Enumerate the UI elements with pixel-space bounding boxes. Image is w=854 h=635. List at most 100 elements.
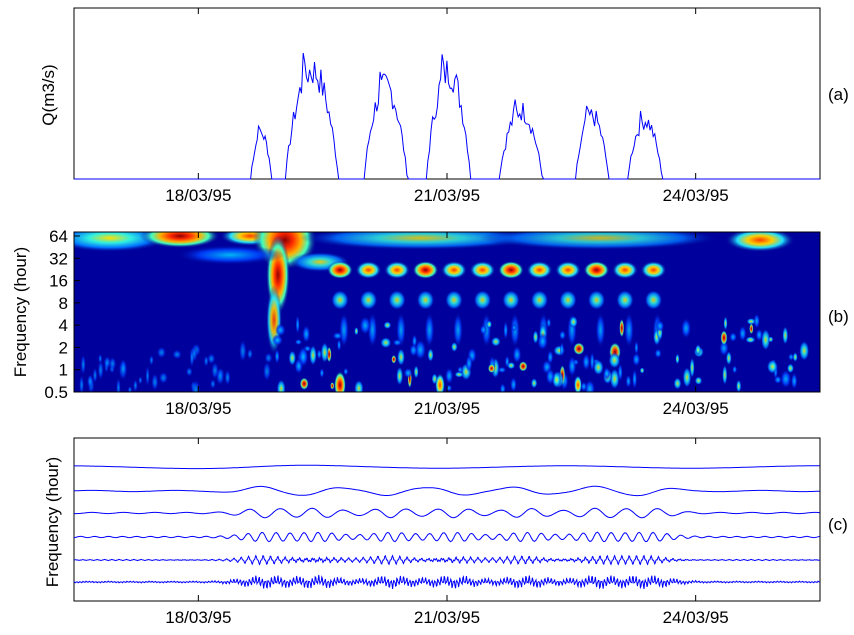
heatmap-cell (749, 323, 754, 335)
component-line (73, 554, 820, 566)
heatmap-cell (609, 368, 620, 390)
ytick-label: 0.5 (44, 383, 68, 402)
heatmap-cell (723, 316, 728, 331)
heatmap-cell (299, 377, 309, 391)
wavelet-heatmap (74, 232, 820, 392)
heatmap-cell (753, 313, 761, 329)
heatmap-cell (555, 261, 581, 279)
heatmap-cell (582, 353, 591, 371)
heatmap-cell (288, 350, 297, 366)
heatmap-cell (694, 376, 703, 385)
heatmap-cell (172, 349, 182, 360)
heatmap-cell (319, 367, 325, 379)
heatmap-cell (799, 340, 810, 361)
xtick-label: 21/03/95 (414, 186, 480, 205)
heatmap-cell (275, 323, 286, 337)
heatmap-cell (359, 315, 372, 336)
heatmap-cell (86, 373, 94, 389)
heatmap-cell (479, 324, 488, 336)
heatmap-cell (788, 353, 795, 361)
xtick-label: 18/03/95 (165, 186, 231, 205)
heatmap-cell (518, 361, 528, 372)
heatmap-cell (145, 365, 150, 387)
heatmap-cell (295, 314, 300, 335)
heatmap-cell (545, 367, 555, 386)
heatmap-cell (673, 377, 682, 390)
heatmap-cell (320, 342, 329, 363)
heatmap-cell (331, 290, 349, 310)
heatmap-cell (499, 383, 506, 392)
heatmap-cell (302, 324, 311, 344)
heatmap-cell (413, 365, 419, 379)
heatmap-cell (238, 339, 247, 363)
heatmap-cell (682, 366, 692, 388)
heatmap-cell (203, 355, 209, 368)
heatmap-cell (573, 342, 585, 356)
heatmap-cell (580, 381, 588, 392)
heatmap-cell (497, 366, 507, 374)
heatmap-cell (502, 290, 520, 310)
heatmap-cell (127, 385, 133, 392)
heatmap-cell (655, 320, 665, 332)
heatmap-cell (189, 348, 195, 368)
heatmap-cell (416, 290, 435, 310)
heatmap-cell (409, 343, 418, 357)
heatmap-cell (625, 374, 632, 389)
heatmap-cell (640, 261, 667, 279)
heatmap-cell (396, 366, 404, 386)
heatmap-cell (510, 376, 517, 392)
heatmap-cell (211, 361, 219, 380)
ytick-label: 2 (59, 338, 68, 357)
heatmap-cell (140, 232, 220, 248)
component-line (73, 574, 820, 590)
discharge-series-line (74, 52, 820, 180)
heatmap-cell (441, 261, 467, 279)
heatmap-cell (175, 245, 285, 265)
heatmap-cell (444, 367, 454, 385)
heatmap-cell (729, 331, 738, 343)
heatmap-cell (78, 374, 85, 392)
heatmap-cell (546, 317, 552, 329)
heatmap-cell (392, 338, 403, 347)
heatmap-cell (654, 348, 662, 359)
xtick-label: 21/03/95 (414, 399, 480, 418)
heatmap-cell (355, 261, 382, 279)
heatmap-cell (746, 318, 756, 325)
heatmap-cell (397, 348, 405, 367)
heatmap-cell (427, 348, 434, 362)
heatmap-cell (512, 345, 522, 364)
heatmap-cell (503, 320, 509, 341)
heatmap-cell (480, 232, 720, 250)
heatmap-cell (558, 330, 566, 341)
heatmap-cell (612, 261, 638, 279)
heatmap-cell (639, 367, 645, 374)
heatmap-cell (526, 261, 553, 279)
panel-c-ylabel: Frequency (hour) (43, 457, 62, 587)
heatmap-cell (151, 372, 159, 392)
heatmap-cell (327, 261, 353, 279)
heatmap-cell (780, 369, 792, 389)
panel-b: 64 32 16 8 4 2 1 0.5 18/03/95 21/03/95 24/03/95 F… (11, 227, 849, 418)
heatmap-cell (276, 379, 286, 392)
panel-b-xticks: 18/03/95 21/03/95 24/03/95 (165, 232, 729, 418)
component-line (74, 485, 820, 497)
heatmap-cell (388, 290, 406, 310)
heatmap-cell (185, 366, 193, 377)
heatmap-cell (116, 377, 121, 392)
heatmap-cell (584, 379, 596, 392)
heatmap-cell (782, 326, 789, 345)
heatmap-cell (675, 353, 680, 365)
heatmap-cell (457, 365, 464, 374)
heatmap-cell (80, 353, 86, 376)
heatmap-cell (725, 351, 732, 366)
heatmap-cell (491, 336, 501, 347)
xtick-label: 21/03/95 (414, 608, 480, 627)
heatmap-cell (210, 378, 216, 389)
heatmap-cell (384, 261, 410, 279)
heatmap-cell (632, 352, 641, 367)
component-line (73, 507, 820, 519)
heatmap-cell (546, 349, 554, 365)
heatmap-cell (330, 382, 335, 390)
heatmap-cell (725, 232, 795, 252)
heatmap-cell (634, 340, 639, 355)
